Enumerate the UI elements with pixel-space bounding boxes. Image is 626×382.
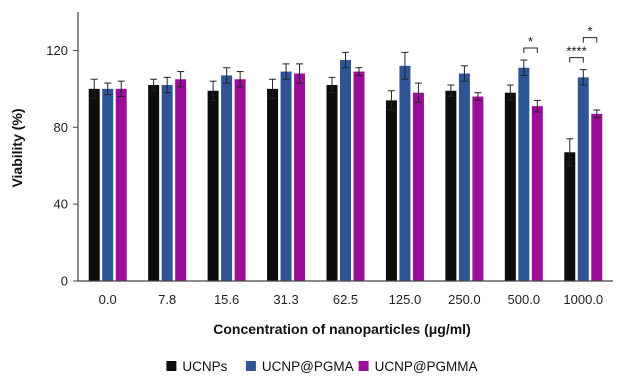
x-tick-label: 62.5 <box>333 292 358 307</box>
error-bar <box>566 138 574 167</box>
x-tick-label: 500.0 <box>508 292 541 307</box>
legend-swatch <box>358 361 369 371</box>
error-bar <box>177 71 185 88</box>
significance-layer: ****** <box>523 24 598 63</box>
bar-ucnp-pgma-125_0 <box>399 65 411 281</box>
error-bar <box>342 51 349 69</box>
bar-ucnp-pgma-7_8 <box>161 85 173 281</box>
bar-ucnp-pgma-1000_0 <box>577 77 589 281</box>
legend-item-ucnp-pgmma: UCNP@PGMMA <box>358 359 478 374</box>
bar-ucnp-pgma-500_0 <box>518 67 530 281</box>
x-tick-label: 0.0 <box>99 292 117 307</box>
bar-ucnp-pgmma-500_0 <box>531 106 543 282</box>
y-tick-label: 0 <box>61 274 68 289</box>
significance-bracket: **** <box>566 44 587 63</box>
bar-ucnp-pgmma-62_5 <box>353 71 365 281</box>
legend: UCNPs UCNP@PGMA UCNP@PGMMA <box>166 359 478 374</box>
bar-ucnps-15_6 <box>207 90 219 282</box>
error-bar <box>117 80 125 98</box>
bar-ucnps-62_5 <box>326 85 338 281</box>
error-bar <box>401 51 409 80</box>
x-tick-label: 15.6 <box>214 292 239 307</box>
bar-ucnp-pgmma-250_0 <box>472 96 484 282</box>
error-bar <box>460 65 468 82</box>
bars-layer <box>88 60 603 282</box>
error-bar <box>269 78 277 99</box>
x-tick-label: 31.3 <box>273 292 298 307</box>
legend-swatch <box>166 361 177 371</box>
bar-ucnp-pgmma-1000_0 <box>591 113 603 281</box>
error-bar <box>474 92 482 101</box>
axes-layer: 0 40 80 120 0.0 7.8 15.6 31.3 62.5 125.0 250.0 500.… <box>46 12 613 307</box>
x-tick-label: 1000.0 <box>563 292 603 307</box>
bar-ucnp-pgma-15_6 <box>221 75 233 282</box>
bar-ucnp-pgmma-0_0 <box>115 88 127 281</box>
error-bar <box>90 78 98 99</box>
bar-ucnp-pgmma-7_8 <box>175 79 187 281</box>
error-bar <box>533 99 541 113</box>
error-bar <box>282 63 290 80</box>
x-tick-label: 250.0 <box>448 292 481 307</box>
x-axis-title: Concentration of nanoparticles (μg/ml) <box>213 321 470 337</box>
error-bar <box>236 71 244 88</box>
legend-swatch <box>245 361 256 371</box>
legend-label: UCNPs <box>182 359 227 374</box>
bar-ucnp-pgma-31_3 <box>280 71 292 281</box>
error-bar <box>209 80 217 101</box>
y-axis-title: Viability (%) <box>9 108 25 187</box>
error-bar <box>387 90 395 111</box>
error-bar <box>355 67 363 76</box>
bar-ucnps-0_0 <box>88 88 100 281</box>
error-bar <box>150 78 158 92</box>
x-tick-label: 125.0 <box>389 292 422 307</box>
bar-ucnp-pgma-0_0 <box>102 88 114 281</box>
bar-ucnps-1000_0 <box>564 152 576 281</box>
error-bars-layer <box>90 51 601 167</box>
significance-bracket: * <box>582 24 598 43</box>
bar-ucnps-31_3 <box>267 88 279 281</box>
significance-label: * <box>528 34 533 49</box>
error-bar <box>223 67 231 84</box>
significance-label: * <box>587 24 592 39</box>
bar-ucnp-pgma-62_5 <box>340 60 351 282</box>
bar-ucnp-pgmma-31_3 <box>294 73 306 281</box>
error-bar <box>163 76 171 94</box>
error-bar <box>447 84 455 98</box>
error-bar <box>593 109 601 119</box>
bar-ucnps-125_0 <box>385 100 397 281</box>
bar-ucnps-250_0 <box>445 90 457 282</box>
bar-ucnp-pgmma-15_6 <box>234 79 246 281</box>
significance-label: **** <box>566 44 586 59</box>
error-bar <box>414 82 422 103</box>
bar-ucnp-pgma-250_0 <box>458 73 470 281</box>
bar-ucnps-500_0 <box>504 92 516 281</box>
legend-item-ucnps: UCNPs <box>166 359 228 374</box>
error-bar <box>506 84 514 101</box>
error-bar <box>579 69 587 86</box>
bar-ucnp-pgmma-125_0 <box>412 92 424 281</box>
legend-item-ucnp-pgma: UCNP@PGMA <box>245 359 354 374</box>
significance-bracket: * <box>523 34 538 54</box>
legend-label: UCNP@PGMMA <box>375 359 478 374</box>
bar-ucnps-7_8 <box>148 85 160 281</box>
y-tick-label: 40 <box>54 197 68 212</box>
y-tick-label: 120 <box>46 43 68 58</box>
y-tick-label: 80 <box>54 120 68 135</box>
error-bar <box>328 76 336 94</box>
error-bar <box>520 59 528 76</box>
error-bar <box>104 82 112 96</box>
legend-label: UCNP@PGMA <box>262 359 354 374</box>
x-tick-label: 7.8 <box>158 292 176 307</box>
error-bar <box>296 63 304 84</box>
